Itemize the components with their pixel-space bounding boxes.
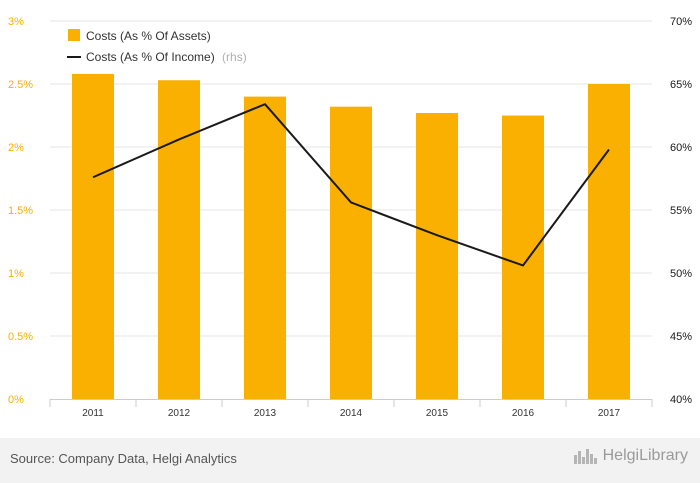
chart: 2011 2012 2013 2014 2015 2016 2017 0% 0.5% 1% 1.5%… (8, 16, 692, 419)
bar-series (72, 73, 630, 400)
y-left-tick-label: 2% (8, 142, 24, 154)
legend-label-line: Costs (As % Of Income) (86, 50, 215, 64)
y-left-tick-label: 0.5% (8, 331, 33, 343)
legend-label-line-group: Costs (As % Of Income) (rhs) (86, 50, 247, 64)
x-tick-label: 2017 (598, 408, 621, 419)
legend-label-bar: Costs (As % Of Assets) (86, 29, 211, 43)
bar (502, 115, 544, 399)
x-tick-label: 2015 (426, 408, 449, 419)
y-left-tick-label: 2.5% (8, 79, 33, 91)
legend-swatch-bar (68, 29, 80, 41)
axes: 2011 2012 2013 2014 2015 2016 2017 0% 0.5% 1% 1.5%… (8, 16, 692, 419)
x-tick-label: 2012 (168, 408, 191, 419)
bar (158, 80, 200, 399)
legend-rhs-note: (rhs) (222, 50, 247, 64)
y-left-tick-label: 1.5% (8, 205, 33, 217)
x-tick-label: 2011 (82, 408, 104, 419)
y-right-tick-label: 60% (670, 142, 692, 154)
bar (330, 106, 372, 400)
line-series (92, 102, 610, 267)
legend: Costs (As % Of Assets) Costs (As % Of In… (67, 29, 247, 64)
bar (416, 112, 458, 399)
y-left-tick-label: 1% (8, 268, 24, 280)
y-left-tick-label: 0% (8, 394, 24, 406)
helgi-library-logo: HelgiLibrary (573, 447, 688, 465)
bar (588, 84, 630, 399)
bar (244, 96, 286, 399)
y-right-tick-label: 70% (670, 16, 692, 28)
y-right-tick-label: 45% (670, 331, 692, 343)
x-tick-label: 2016 (512, 408, 535, 419)
bar (72, 73, 114, 400)
x-tick-label: 2014 (340, 408, 363, 419)
source-text: Source: Company Data, Helgi Analytics (10, 451, 237, 466)
y-right-tick-label: 55% (670, 205, 692, 217)
y-left-tick-label: 3% (8, 16, 24, 28)
footer: Source: Company Data, Helgi Analytics He… (0, 438, 700, 483)
y-right-tick-label: 65% (670, 79, 692, 91)
y-right-tick-label: 40% (670, 394, 692, 406)
y-right-tick-label: 50% (670, 268, 692, 280)
skyline-icon (573, 449, 597, 464)
logo-text: HelgiLibrary (602, 447, 688, 464)
x-tick-label: 2013 (254, 408, 277, 419)
